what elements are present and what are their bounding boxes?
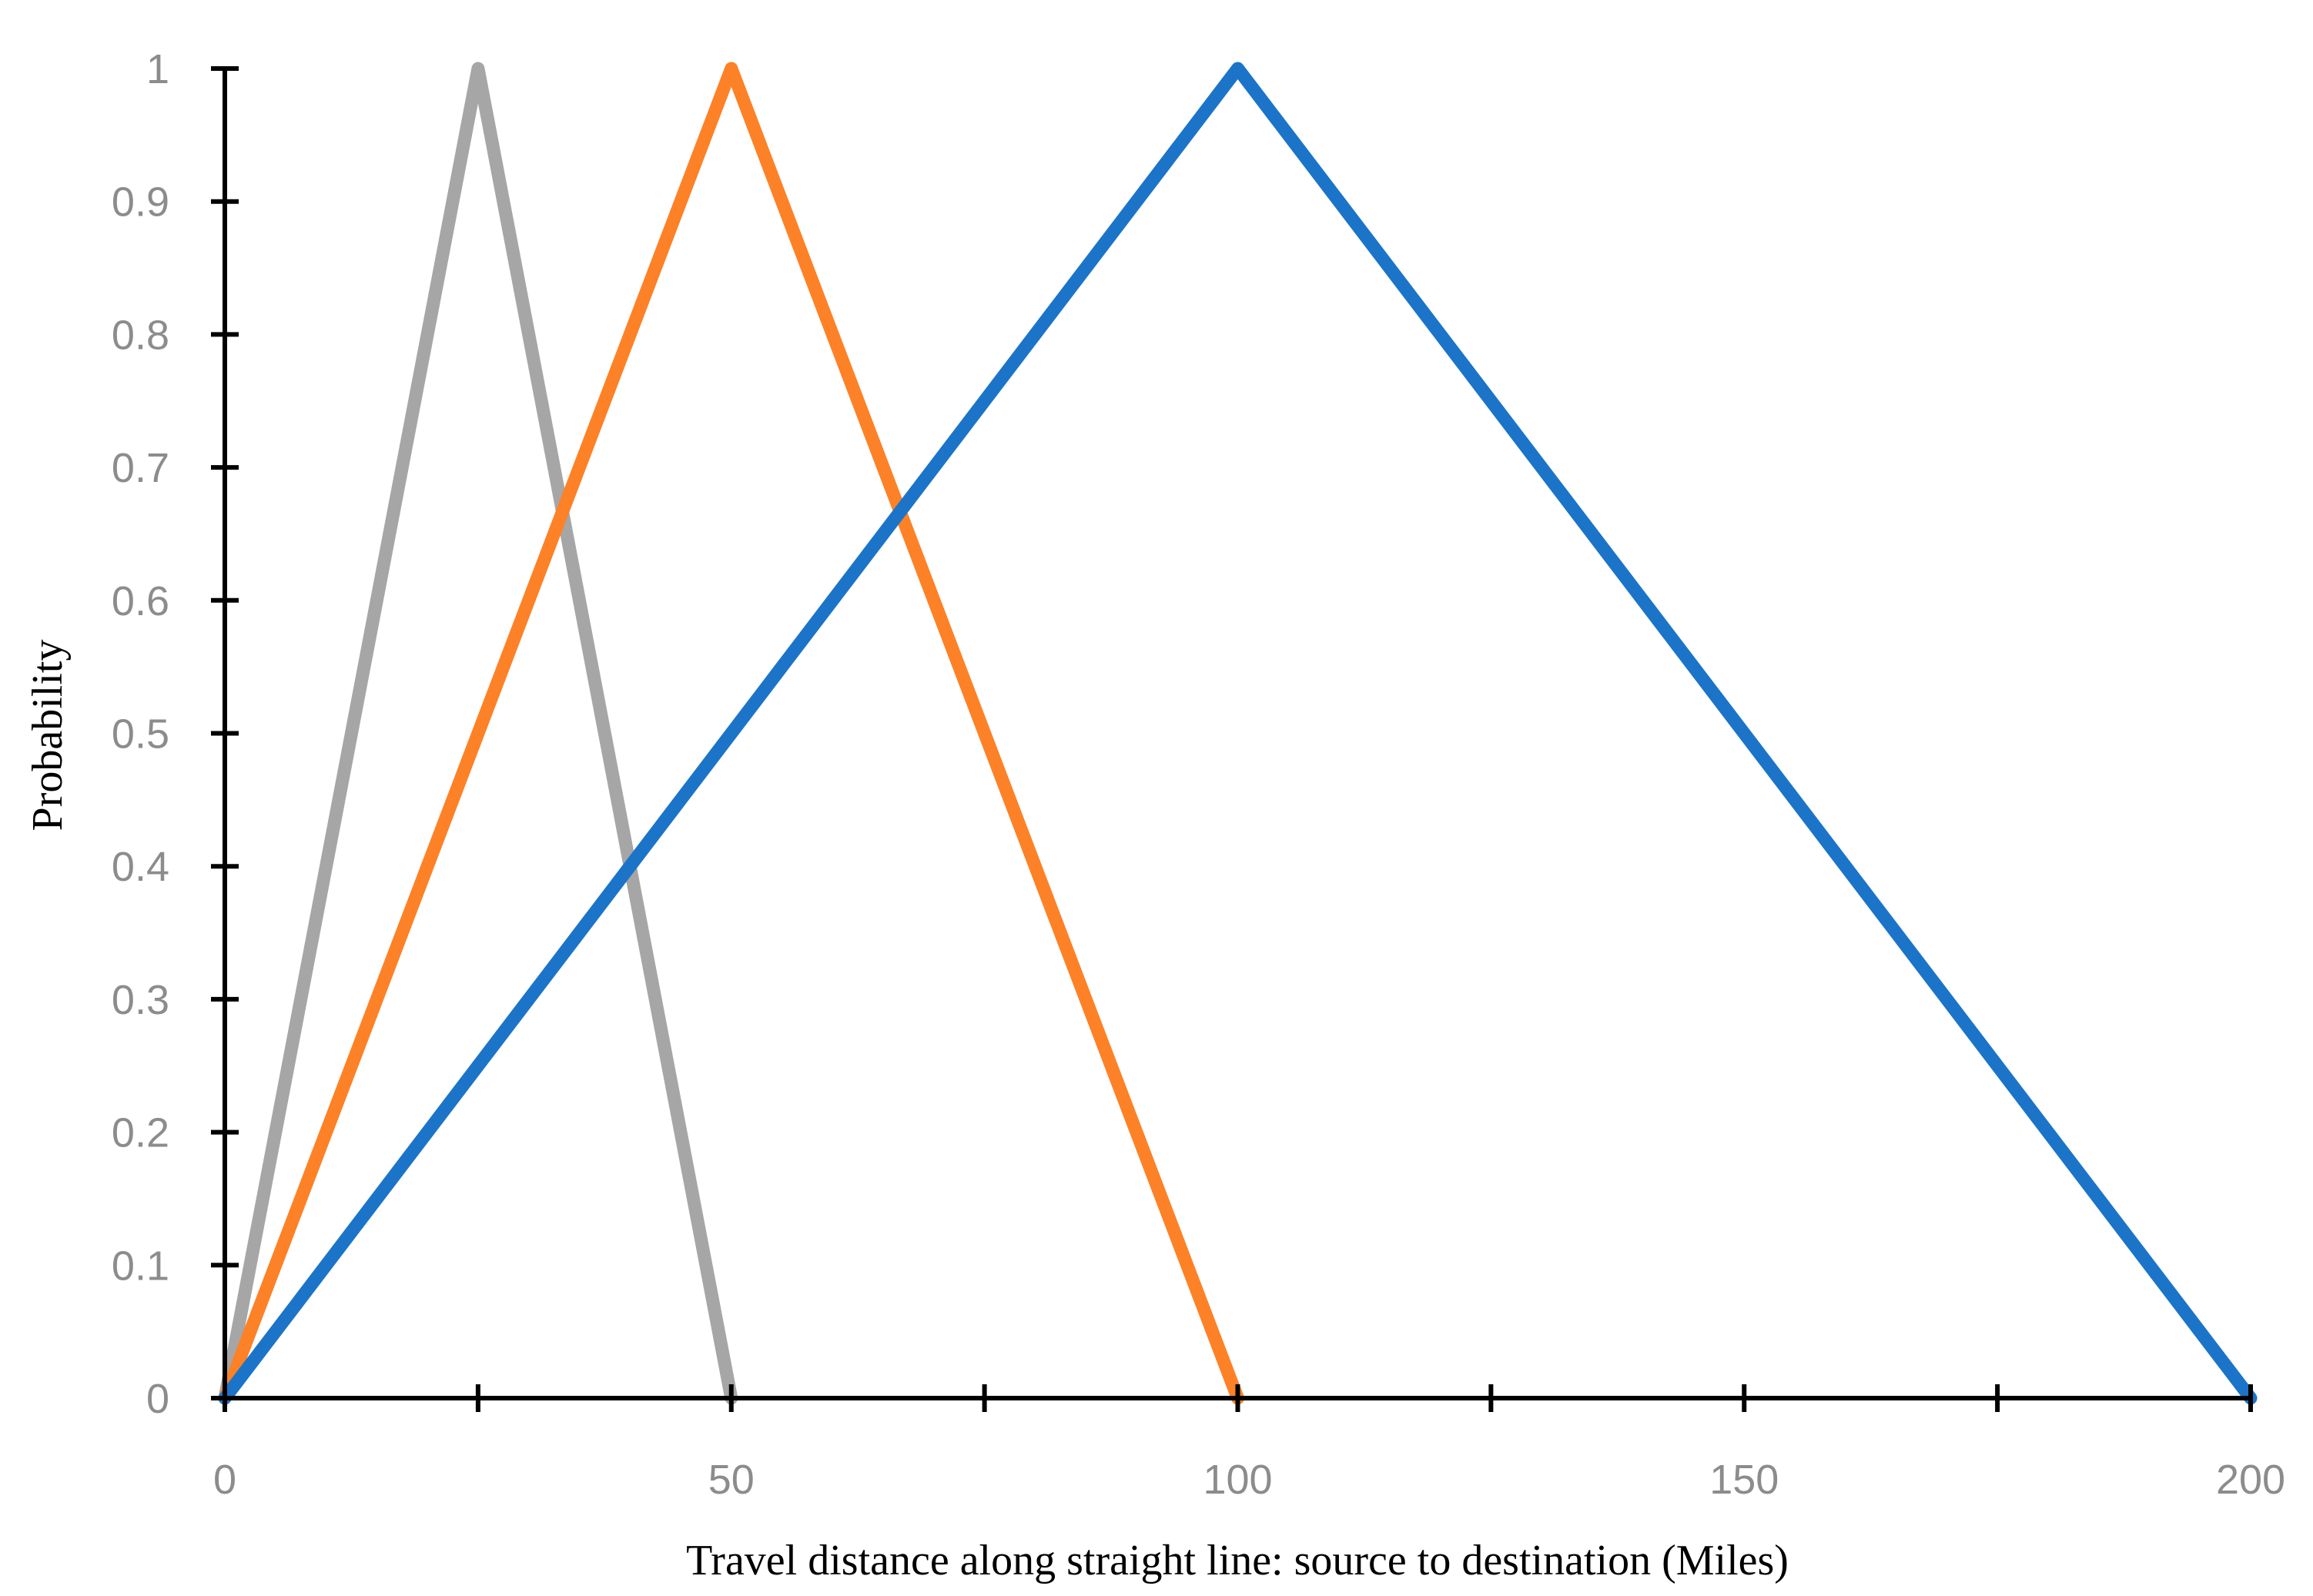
y-tick-label: 0.7 (112, 445, 169, 491)
y-tick-label: 0.1 (112, 1243, 169, 1289)
axes-layer (223, 66, 2251, 1400)
y-tick-label: 1 (146, 46, 169, 92)
x-tick-label: 200 (2216, 1457, 2285, 1503)
y-tick-label: 0.9 (112, 179, 169, 226)
y-tick-label: 0.8 (112, 312, 169, 358)
series-layer (218, 62, 2258, 1405)
y-tick-label: 0.4 (112, 844, 169, 890)
x-tick-label: 150 (1709, 1457, 1779, 1503)
series-line-2 (218, 62, 1244, 1405)
y-tick-label: 0.3 (112, 977, 169, 1023)
y-tick-label: 0.2 (112, 1110, 169, 1156)
y-tick-label: 0.6 (112, 578, 169, 624)
y-tick-label: 0.5 (112, 711, 169, 758)
x-axis-title: Travel distance along straight line: sou… (686, 1537, 1789, 1584)
labels-layer: 0 0.1 0.2 0.3 0.4 0.5 0.6 0.7 0.8 0.9 1 0 50 100 150 20… (112, 46, 2285, 1503)
x-tick-label: 0 (213, 1457, 236, 1503)
ticks-layer (211, 66, 2253, 1412)
y-axis-title: Probability (24, 640, 72, 831)
series-line-3 (218, 62, 2258, 1405)
series-line-1 (218, 62, 738, 1405)
x-tick-label: 100 (1203, 1457, 1272, 1503)
x-tick-label: 50 (708, 1457, 755, 1503)
y-tick-label: 0 (146, 1376, 169, 1422)
